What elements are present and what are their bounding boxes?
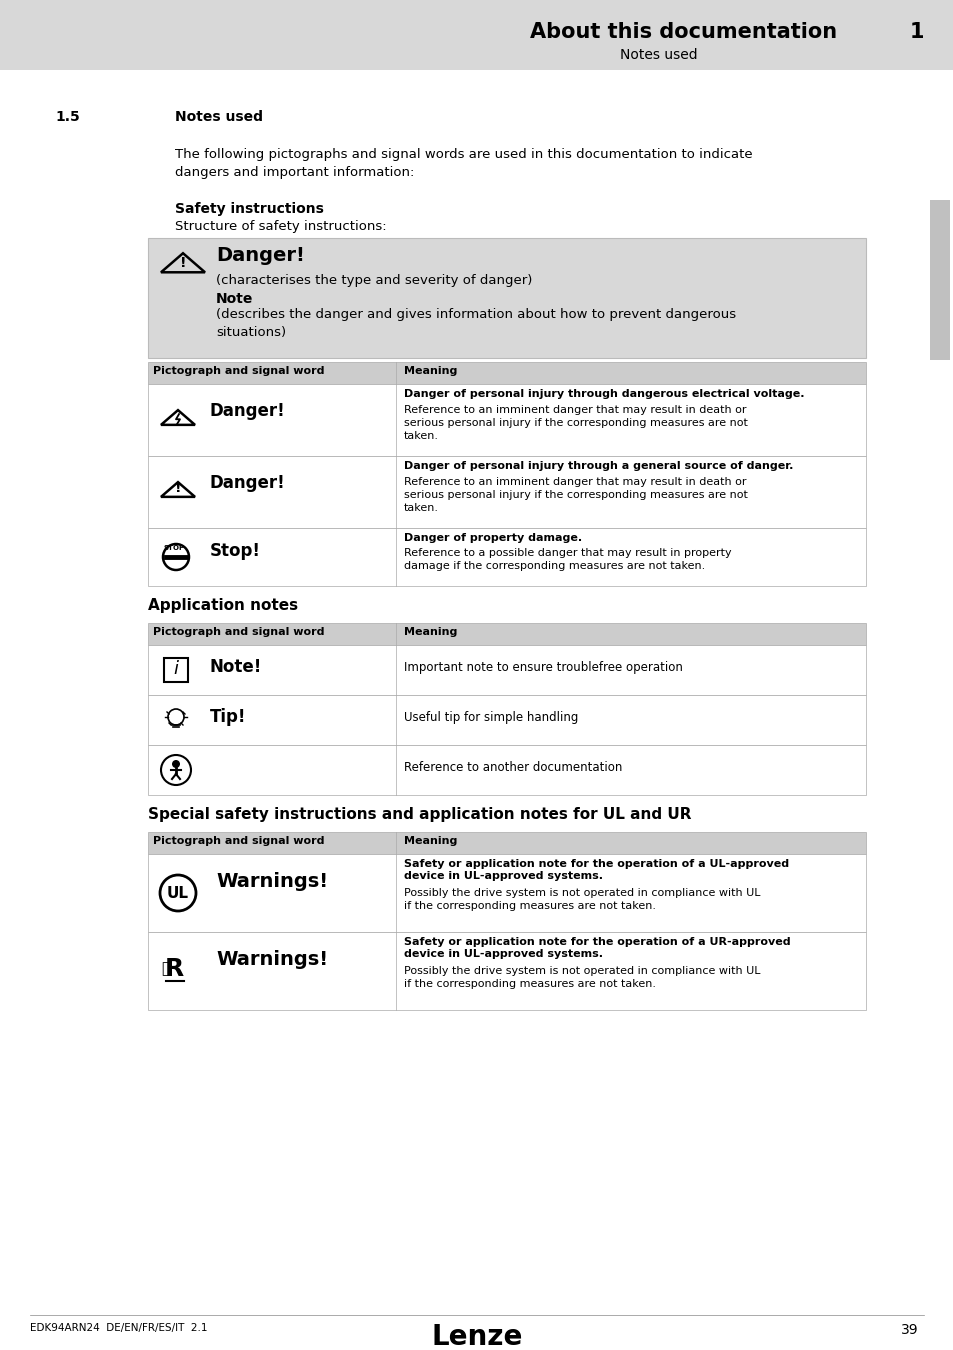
FancyBboxPatch shape bbox=[148, 456, 865, 528]
Text: Important note to ensure troublefree operation: Important note to ensure troublefree ope… bbox=[403, 662, 682, 674]
Text: About this documentation: About this documentation bbox=[530, 22, 836, 42]
Text: Useful tip for simple handling: Useful tip for simple handling bbox=[403, 711, 578, 724]
Text: Danger!: Danger! bbox=[210, 474, 286, 491]
FancyBboxPatch shape bbox=[148, 745, 865, 795]
Text: Notes used: Notes used bbox=[174, 109, 263, 124]
Text: Meaning: Meaning bbox=[403, 366, 456, 377]
FancyBboxPatch shape bbox=[0, 0, 953, 70]
Text: Safety or application note for the operation of a UL-approved
device in UL-appro: Safety or application note for the opera… bbox=[403, 859, 788, 882]
Text: R: R bbox=[164, 957, 183, 981]
Text: 1: 1 bbox=[909, 22, 923, 42]
FancyBboxPatch shape bbox=[148, 855, 865, 931]
Text: Meaning: Meaning bbox=[403, 626, 456, 637]
Text: The following pictographs and signal words are used in this documentation to ind: The following pictographs and signal wor… bbox=[174, 148, 752, 180]
FancyBboxPatch shape bbox=[148, 931, 865, 1010]
FancyBboxPatch shape bbox=[148, 362, 865, 383]
Text: Reference to a possible danger that may result in property
damage if the corresp: Reference to a possible danger that may … bbox=[403, 548, 731, 571]
Text: Danger of personal injury through a general source of danger.: Danger of personal injury through a gene… bbox=[403, 460, 793, 471]
Circle shape bbox=[172, 760, 180, 768]
FancyBboxPatch shape bbox=[148, 832, 865, 855]
Text: UL: UL bbox=[167, 886, 189, 900]
Text: Stop!: Stop! bbox=[210, 541, 261, 560]
Text: Safety instructions: Safety instructions bbox=[174, 202, 323, 216]
Text: Danger!: Danger! bbox=[215, 246, 305, 265]
Text: Warnings!: Warnings! bbox=[215, 950, 328, 969]
Text: Reference to another documentation: Reference to another documentation bbox=[403, 761, 621, 774]
Text: Danger!: Danger! bbox=[210, 402, 286, 420]
Text: Reference to an imminent danger that may result in death or
serious personal inj: Reference to an imminent danger that may… bbox=[403, 477, 747, 513]
Text: !: ! bbox=[179, 256, 186, 270]
FancyBboxPatch shape bbox=[148, 238, 865, 358]
Text: Danger of personal injury through dangerous electrical voltage.: Danger of personal injury through danger… bbox=[403, 389, 803, 400]
Text: Meaning: Meaning bbox=[403, 836, 456, 846]
Text: Possibly the drive system is not operated in compliance with UL
if the correspon: Possibly the drive system is not operate… bbox=[403, 888, 760, 911]
FancyBboxPatch shape bbox=[148, 383, 865, 456]
Text: !: ! bbox=[174, 481, 181, 495]
Text: Pictograph and signal word: Pictograph and signal word bbox=[152, 626, 324, 637]
Text: Lenze: Lenze bbox=[431, 1323, 522, 1350]
Text: STOP: STOP bbox=[164, 545, 185, 551]
Text: 39: 39 bbox=[901, 1323, 918, 1336]
Text: (describes the danger and gives information about how to prevent dangerous
situa: (describes the danger and gives informat… bbox=[215, 308, 736, 339]
Text: Safety or application note for the operation of a UR-approved
device in UL-appro: Safety or application note for the opera… bbox=[403, 937, 790, 960]
FancyBboxPatch shape bbox=[929, 200, 949, 360]
Text: Danger of property damage.: Danger of property damage. bbox=[403, 533, 581, 543]
Text: Note!: Note! bbox=[210, 657, 262, 676]
Text: Note: Note bbox=[215, 292, 253, 306]
Text: Pictograph and signal word: Pictograph and signal word bbox=[152, 836, 324, 846]
Text: 1.5: 1.5 bbox=[55, 109, 80, 124]
Text: Reference to an imminent danger that may result in death or
serious personal inj: Reference to an imminent danger that may… bbox=[403, 405, 747, 440]
Text: Special safety instructions and application notes for UL and UR: Special safety instructions and applicat… bbox=[148, 807, 691, 822]
Text: Structure of safety instructions:: Structure of safety instructions: bbox=[174, 220, 386, 234]
FancyBboxPatch shape bbox=[148, 528, 865, 586]
Text: Warnings!: Warnings! bbox=[215, 872, 328, 891]
Text: Ⓛ: Ⓛ bbox=[161, 961, 171, 976]
Text: Pictograph and signal word: Pictograph and signal word bbox=[152, 366, 324, 377]
Text: Tip!: Tip! bbox=[210, 707, 246, 726]
Text: Notes used: Notes used bbox=[619, 49, 697, 62]
Text: i: i bbox=[173, 660, 178, 678]
FancyBboxPatch shape bbox=[148, 645, 865, 695]
Text: EDK94ARN24  DE/EN/FR/ES/IT  2.1: EDK94ARN24 DE/EN/FR/ES/IT 2.1 bbox=[30, 1323, 208, 1332]
Text: Possibly the drive system is not operated in compliance with UL
if the correspon: Possibly the drive system is not operate… bbox=[403, 967, 760, 988]
FancyBboxPatch shape bbox=[148, 622, 865, 645]
FancyBboxPatch shape bbox=[148, 695, 865, 745]
Text: Application notes: Application notes bbox=[148, 598, 297, 613]
Text: (characterises the type and severity of danger): (characterises the type and severity of … bbox=[215, 274, 532, 288]
